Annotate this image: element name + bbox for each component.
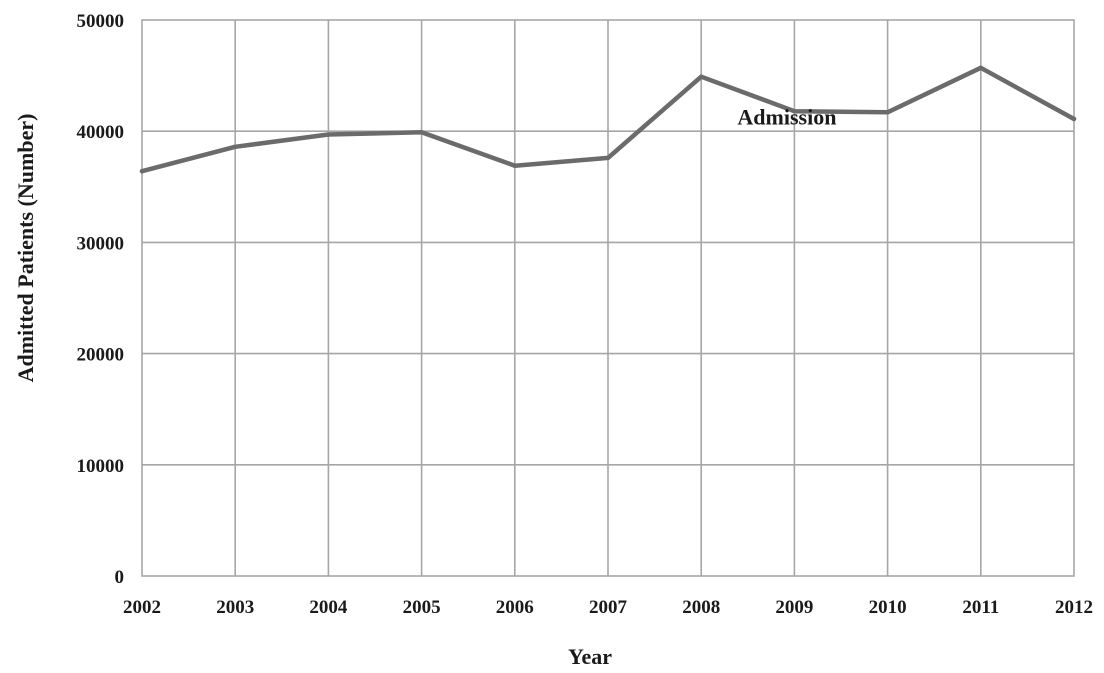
data-point — [326, 132, 331, 137]
x-tick-label: 2010 — [869, 597, 907, 618]
y-tick-label: 10000 — [77, 456, 125, 477]
x-tick-label: 2007 — [589, 597, 628, 618]
x-tick-label: 2005 — [403, 597, 441, 618]
gridlines — [142, 20, 1074, 576]
x-tick-label: 2006 — [496, 597, 534, 618]
x-tick-label: 2008 — [682, 597, 720, 618]
data-point — [978, 65, 983, 71]
data-point — [512, 163, 517, 168]
data-point — [419, 130, 424, 135]
data-point — [605, 155, 611, 161]
data-point — [699, 74, 704, 79]
x-tick-label: 2004 — [309, 597, 348, 618]
plot-frame — [141, 19, 1075, 577]
y-tick-label: 40000 — [77, 122, 125, 143]
data-point — [233, 144, 238, 149]
x-tick-label: 2011 — [962, 597, 999, 618]
x-tick-labels: 2002 2003 2004 2005 2006 2007 2008 2009 2010 2011… — [123, 597, 1093, 618]
annotations: Admission — [737, 105, 836, 130]
y-tick-label: 20000 — [77, 345, 125, 366]
x-tick-label: 2009 — [775, 597, 813, 618]
y-tick-label: 0 — [115, 567, 125, 588]
x-tick-label: 2012 — [1055, 597, 1093, 618]
x-tick-label: 2002 — [123, 597, 161, 618]
data-point — [1071, 116, 1077, 122]
y-tick-labels: 0 10000 20000 30000 40000 50000 — [77, 11, 125, 588]
y-tick-label: 50000 — [77, 11, 125, 32]
x-tick-label: 2003 — [216, 597, 254, 618]
series-lines — [139, 65, 1077, 174]
data-point — [885, 110, 890, 115]
y-tick-label: 30000 — [77, 233, 125, 254]
x-axis-title: Year — [568, 644, 612, 669]
series-annotation: Admission — [737, 105, 836, 130]
data-point — [139, 169, 145, 174]
data-point — [792, 108, 797, 114]
y-axis-title: Admitted Patients (Number) — [13, 114, 38, 383]
